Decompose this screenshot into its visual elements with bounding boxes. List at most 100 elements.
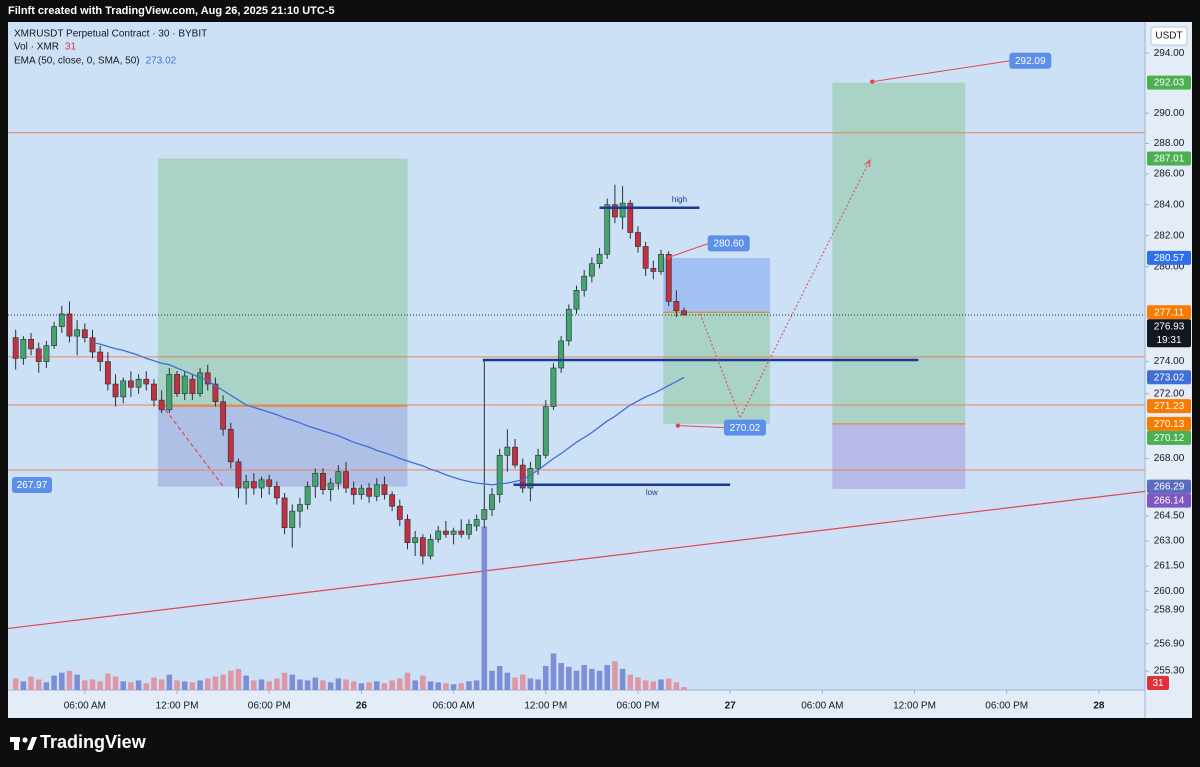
volume-bar — [143, 683, 150, 690]
candle-body — [442, 530, 449, 535]
candle-body — [642, 246, 649, 269]
volume-bar — [681, 687, 687, 690]
volume-bar — [343, 679, 349, 690]
chart-background — [8, 22, 1145, 690]
candle-body — [112, 383, 119, 398]
volume-bar — [489, 670, 495, 690]
logo-dot — [22, 737, 28, 743]
callout-point — [870, 79, 875, 84]
candle-body — [35, 348, 42, 362]
candle-body — [558, 340, 565, 369]
projection-arrow — [864, 159, 871, 168]
candle-body — [381, 484, 388, 495]
volume-bar — [97, 681, 103, 690]
volume-bar — [266, 681, 272, 690]
x-tick-label: 06:00 AM — [432, 701, 474, 712]
candle-body — [404, 519, 411, 543]
volume-bar — [519, 674, 526, 690]
y-tick-label: 263.00 — [1154, 536, 1185, 547]
volume-bar — [466, 681, 472, 690]
candle-body — [343, 471, 349, 489]
y-tick-label: 264.50 — [1154, 511, 1185, 522]
target-zone — [157, 158, 408, 407]
candle-body — [604, 204, 611, 255]
ema-line — [92, 341, 685, 486]
layers: high low 280.60 292.09 270.02 267.97 294.00 290… — [8, 48, 1191, 712]
candle-body — [227, 428, 234, 463]
level-text: low — [646, 488, 658, 497]
candle-body — [312, 472, 319, 487]
logo-slash — [27, 737, 37, 750]
legend-symbol: XMRUSDT Perpetual Contract · 30 · BYBIT — [14, 29, 207, 40]
stop-zone — [832, 423, 966, 490]
price-tag-label: 270.12 — [1154, 433, 1185, 444]
callout-box — [723, 419, 766, 436]
candle-body — [588, 263, 595, 277]
volume-bar — [381, 683, 388, 690]
target-zone — [663, 312, 771, 425]
logo-stem — [14, 737, 19, 750]
volume-bar — [481, 526, 488, 690]
y-tick-label: 290.00 — [1154, 108, 1185, 119]
legend-volume-value: 31 — [65, 42, 77, 53]
volume-bar — [512, 677, 518, 690]
candle-body — [542, 406, 549, 456]
brand-logo — [10, 737, 37, 750]
callout-line — [668, 242, 709, 258]
callout-point — [666, 255, 671, 260]
price-tag — [1147, 305, 1191, 320]
candle-body — [350, 487, 357, 495]
price-tag — [1147, 319, 1191, 348]
volume-bar — [612, 661, 618, 690]
x-tick-label: 06:00 AM — [801, 701, 843, 712]
y-tick-label: 280.00 — [1154, 261, 1185, 272]
trend-line — [8, 490, 1145, 630]
volume-bar — [89, 679, 96, 690]
volume-bar — [51, 675, 57, 690]
candle-body — [197, 372, 203, 394]
callout-line — [677, 425, 725, 429]
currency-box[interactable] — [1150, 26, 1188, 46]
price-tag-label: 276.93 — [1154, 321, 1185, 332]
price-tag-label: 266.14 — [1154, 496, 1185, 507]
y-tick-label: 294.00 — [1154, 48, 1185, 59]
volume-bar — [274, 678, 280, 690]
candle-body — [204, 372, 211, 385]
price-tag-label: 271.23 — [1154, 401, 1185, 412]
volume-bar — [358, 683, 365, 690]
candle-body — [89, 337, 96, 353]
candle-body — [289, 510, 296, 529]
y-tick-label: 268.00 — [1154, 453, 1185, 464]
volume-bar — [59, 672, 65, 690]
volume-tag — [1147, 676, 1169, 690]
volume-bar — [204, 678, 211, 690]
volume-bar — [151, 677, 157, 690]
volume-bar — [635, 677, 641, 690]
price-tag — [1147, 151, 1191, 166]
candle-body — [427, 539, 434, 557]
volume-bar — [373, 681, 380, 690]
candle-body — [327, 482, 334, 490]
candle-body — [481, 509, 488, 520]
candle-body — [535, 454, 541, 469]
y-tick-label: 284.00 — [1154, 199, 1185, 210]
candle-body — [512, 446, 518, 466]
volume-bar — [28, 676, 34, 690]
left-label-box — [12, 477, 52, 494]
candle-body — [504, 446, 511, 456]
callout-line — [872, 60, 1011, 83]
callout-label: 280.60 — [713, 239, 744, 250]
candle-body — [158, 399, 165, 411]
trend-line — [165, 409, 224, 487]
candle-body — [250, 481, 257, 489]
volume-bar — [243, 675, 249, 690]
candle-body — [635, 232, 641, 247]
currency[interactable]: USDT — [1155, 31, 1182, 42]
level-text: high — [672, 195, 687, 204]
price-tag-label: 273.02 — [1154, 372, 1185, 383]
volume-bar — [112, 676, 119, 690]
volume — [12, 526, 687, 690]
price-tag-label: 270.13 — [1154, 419, 1185, 430]
volume-bar — [304, 680, 311, 690]
volume-bar — [535, 679, 541, 690]
